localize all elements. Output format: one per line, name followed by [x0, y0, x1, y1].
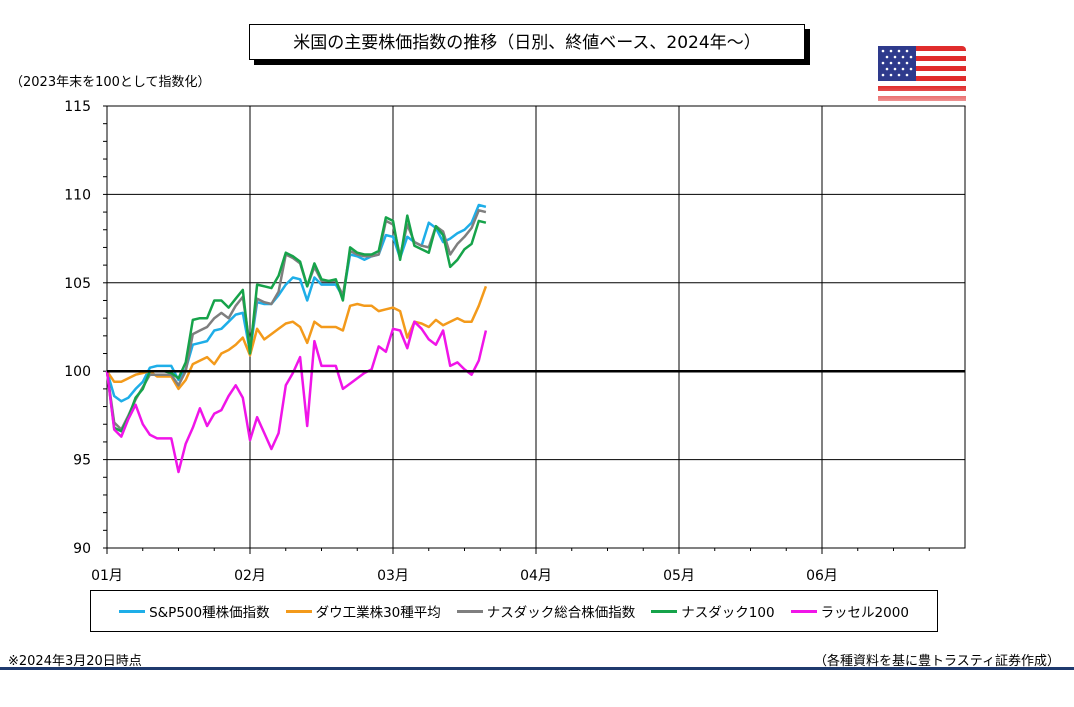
y-tick-label: 105	[64, 276, 91, 292]
series-line-2	[105, 209, 487, 431]
y-tick-label: 110	[64, 187, 91, 203]
line-chart: 90 95 100 105 110 115 01月 02月 03月 04月 05月 06月	[64, 99, 966, 584]
y-tick-label: 115	[64, 99, 91, 115]
footnote-source: （各種資料を基に豊トラスティ証券作成）	[814, 654, 1060, 669]
y-tick-label: 95	[73, 453, 91, 469]
bottom-rule	[0, 667, 1074, 670]
x-tick-label: 04月	[520, 568, 552, 584]
unit-note: （2023年末を100として指数化）	[10, 75, 211, 90]
legend-label-nasdaq100: ナスダック100	[681, 605, 775, 621]
y-tick-label: 100	[64, 364, 91, 380]
legend-item-dow: ダウ工業株30種平均	[285, 601, 441, 621]
series-line-3	[105, 214, 487, 433]
legend-swatch-nasdaq100	[651, 609, 678, 613]
legend: S&P500種株価指数 ダウ工業株30種平均 ナスダック総合株価指数 ナスダック…	[90, 590, 938, 632]
y-tick-label: 90	[73, 541, 91, 557]
legend-label-russell2000: ラッセル2000	[820, 605, 909, 621]
series-line-1	[105, 285, 488, 391]
legend-swatch-nasdaq-composite	[456, 609, 483, 613]
series-line-0	[105, 203, 487, 403]
x-tick-label: 02月	[234, 568, 266, 584]
footnote-date: ※2024年3月20日時点	[8, 654, 142, 669]
legend-swatch-russell2000	[790, 609, 817, 613]
legend-label-nasdaq-composite: ナスダック総合株価指数	[486, 605, 636, 621]
series-line-4	[105, 320, 488, 474]
x-tick-label: 01月	[91, 568, 123, 584]
legend-swatch-sp500	[119, 609, 146, 613]
legend-label-dow: ダウ工業株30種平均	[315, 605, 441, 621]
chart-title: 米国の主要株価指数の推移（日別、終値ベース、2024年～）	[249, 24, 805, 60]
x-tick-label: 06月	[806, 568, 838, 584]
legend-label-sp500: S&P500種株価指数	[149, 605, 270, 621]
x-tick-label: 05月	[663, 568, 695, 584]
legend-item-nasdaq100: ナスダック100	[651, 601, 775, 621]
legend-item-russell2000: ラッセル2000	[790, 601, 909, 621]
x-tick-label: 03月	[377, 568, 409, 584]
legend-item-nasdaq-composite: ナスダック総合株価指数	[456, 601, 636, 621]
legend-item-sp500: S&P500種株価指数	[119, 601, 270, 621]
legend-swatch-dow	[285, 609, 312, 613]
